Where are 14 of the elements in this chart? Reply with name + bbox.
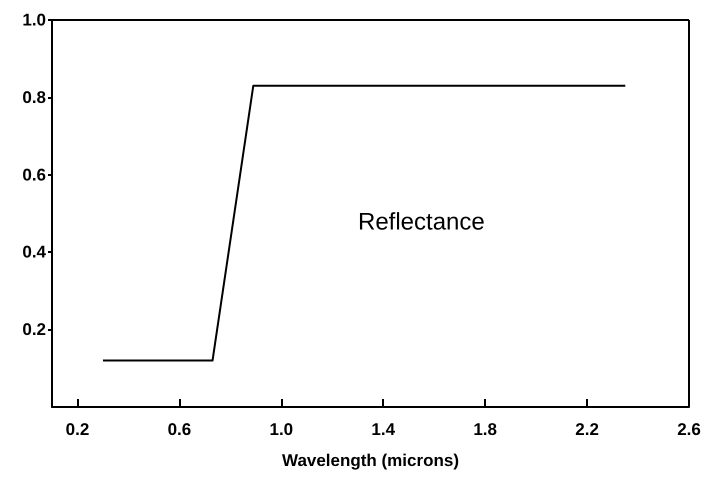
x-tick-label: 0.2 (66, 420, 90, 439)
y-tick-label: 0.2 (22, 320, 46, 340)
x-tick-label: 1.8 (473, 420, 497, 439)
y-tick-label: 0.6 (22, 165, 46, 184)
annotation: Reflectance (358, 208, 485, 236)
x-tick-label: 2.6 (677, 420, 701, 439)
x-axis-title: Wavelength (microns) (282, 451, 459, 470)
y-tick-label: 0.8 (22, 88, 46, 107)
x-tick-label: 1.0 (270, 420, 294, 439)
x-tick-label: 1.4 (371, 420, 396, 439)
y-tick-label: 0.4 (22, 242, 47, 262)
x-tick-label: 0.6 (168, 420, 192, 439)
y-tick-label: 1.0 (22, 10, 46, 30)
x-tick-label: 2.2 (575, 420, 599, 439)
